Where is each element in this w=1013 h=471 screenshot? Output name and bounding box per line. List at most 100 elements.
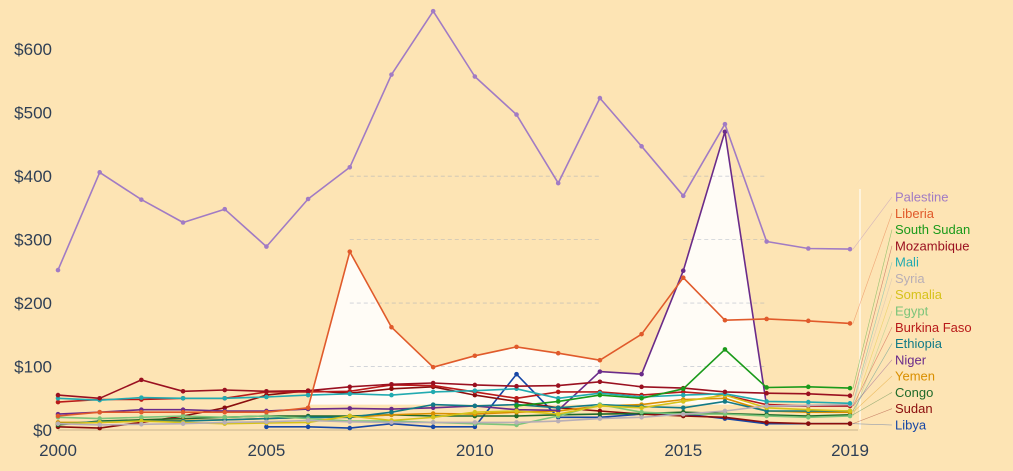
- data-point: [180, 220, 186, 225]
- x-tick-label: 2010: [456, 441, 494, 460]
- data-point: [264, 388, 269, 394]
- data-point: [639, 395, 644, 401]
- series-line: [57, 411, 851, 426]
- data-point: [389, 420, 394, 425]
- data-point: [847, 408, 853, 414]
- data-point: [764, 390, 769, 396]
- legend-connector: [852, 245, 893, 396]
- data-point: [514, 371, 519, 377]
- data-point: [555, 383, 561, 388]
- data-point: [430, 405, 436, 411]
- data-point: [430, 364, 436, 370]
- data-point: [680, 386, 686, 392]
- data-point: [847, 401, 853, 406]
- data-point: [472, 382, 478, 388]
- legend-label: Sudan: [895, 401, 933, 416]
- x-tick-label: 2015: [664, 441, 702, 460]
- series-liberia: [55, 249, 853, 419]
- series-line: [57, 400, 850, 425]
- data-point: [764, 420, 769, 425]
- data-point: [555, 411, 561, 417]
- data-point: [305, 418, 311, 423]
- series-line: [57, 394, 851, 425]
- data-point: [847, 385, 853, 391]
- data-point: [472, 409, 478, 415]
- y-tick-label: $300: [14, 231, 52, 250]
- legend-label: Egypt: [895, 304, 929, 319]
- data-point: [847, 393, 853, 399]
- legend-connector: [852, 327, 893, 407]
- x-tick-label: 2000: [39, 441, 77, 460]
- data-point: [639, 144, 644, 149]
- legend-label: Syria: [895, 271, 925, 286]
- series-syria: [55, 402, 853, 428]
- data-point: [222, 415, 228, 420]
- data-point: [514, 112, 519, 117]
- legend-label: Yemen: [895, 369, 935, 384]
- data-point: [639, 371, 644, 377]
- data-point: [555, 418, 561, 424]
- data-point: [347, 391, 353, 397]
- data-point: [347, 164, 353, 170]
- data-point: [680, 399, 686, 404]
- data-point: [264, 394, 269, 400]
- y-tick-label: $600: [14, 40, 52, 59]
- legend-label: Liberia: [895, 206, 935, 221]
- spike-highlight-area: [599, 131, 767, 406]
- data-point: [139, 395, 144, 400]
- legend-connector: [852, 262, 893, 404]
- data-point: [847, 246, 853, 252]
- series-line: [57, 379, 851, 400]
- legend-label: Somalia: [895, 287, 943, 302]
- data-point: [555, 405, 561, 411]
- data-point: [806, 384, 811, 390]
- data-point: [722, 399, 728, 404]
- data-point: [264, 424, 269, 430]
- data-point: [555, 350, 561, 356]
- data-point: [430, 415, 436, 420]
- data-point: [764, 239, 769, 244]
- data-point: [305, 388, 311, 393]
- data-point: [97, 422, 102, 428]
- data-point: [514, 413, 519, 419]
- data-point: [597, 379, 603, 385]
- legend-label: Libya: [895, 418, 927, 433]
- data-point: [305, 196, 311, 202]
- data-point: [347, 419, 353, 425]
- data-point: [55, 395, 61, 401]
- data-point: [764, 316, 769, 322]
- axes: $0 $100 $200 $300 $400 $500 $600 2000 2005 2010 20…: [14, 40, 869, 460]
- data-point: [389, 392, 394, 398]
- data-point: [389, 409, 394, 415]
- data-point: [555, 395, 561, 401]
- legend-connector: [852, 213, 893, 324]
- data-point: [764, 408, 769, 414]
- data-point: [430, 380, 436, 386]
- data-point: [639, 331, 644, 337]
- data-point: [97, 416, 102, 421]
- data-point: [55, 399, 61, 405]
- data-point: [222, 395, 228, 401]
- series-line: [57, 403, 851, 426]
- legend-label: South Sudan: [895, 222, 970, 237]
- y-tick-label: $100: [14, 358, 52, 377]
- data-point: [680, 389, 686, 395]
- data-point: [764, 399, 769, 404]
- data-point: [764, 413, 769, 419]
- data-point: [597, 95, 603, 101]
- data-point: [722, 347, 728, 352]
- y-tick-label: $200: [14, 294, 52, 313]
- data-point: [680, 193, 686, 199]
- data-point: [472, 74, 478, 79]
- data-point: [180, 409, 186, 415]
- legend-label: Congo: [895, 385, 933, 400]
- series-palestine: [55, 8, 853, 273]
- data-point: [472, 353, 478, 359]
- data-point: [347, 249, 353, 254]
- data-point: [55, 413, 61, 419]
- data-point: [514, 399, 519, 404]
- y-tick-label: $400: [14, 167, 52, 186]
- legend-label: Mozambique: [895, 238, 969, 253]
- data-point: [597, 408, 603, 414]
